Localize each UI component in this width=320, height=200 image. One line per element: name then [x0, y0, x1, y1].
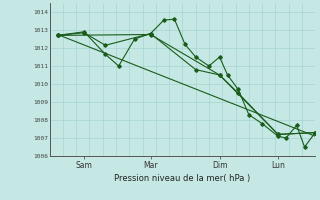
X-axis label: Pression niveau de la mer( hPa ): Pression niveau de la mer( hPa )	[114, 174, 251, 183]
